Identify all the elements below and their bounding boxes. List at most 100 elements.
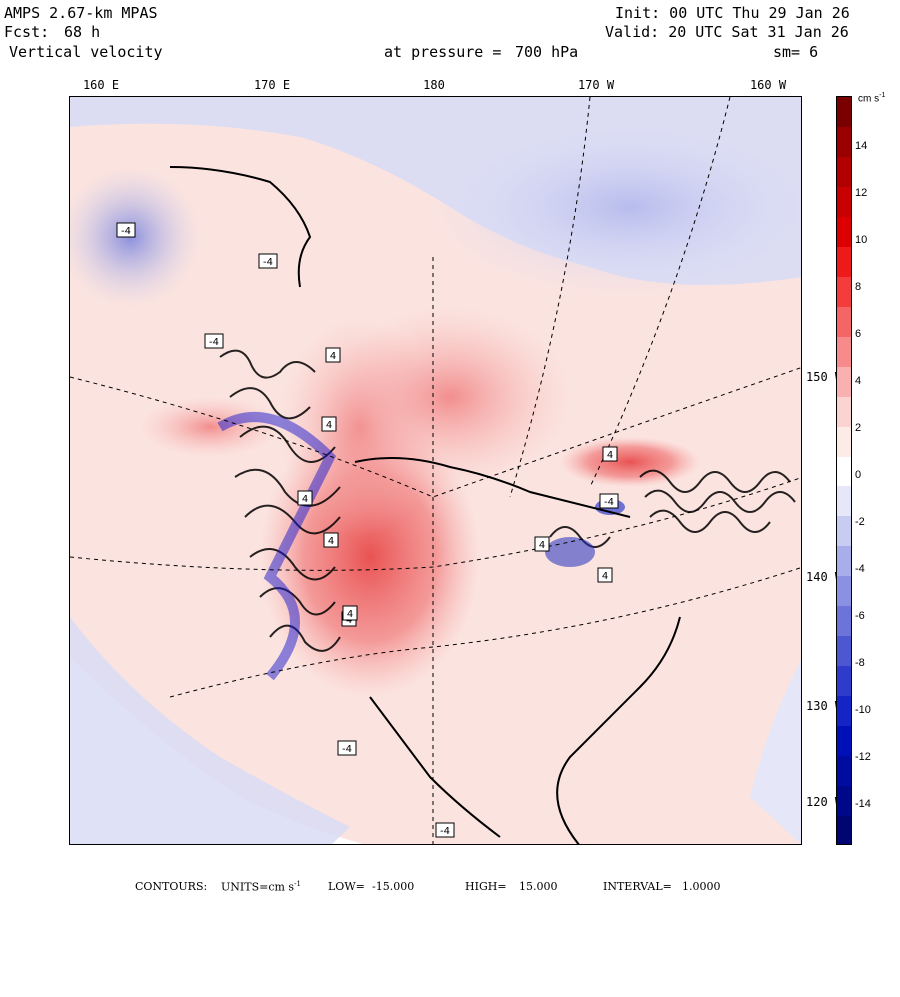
descent-streak-west [217, 412, 337, 681]
colorbar-segment [837, 486, 851, 517]
lon-label-170w: 170 W [577, 78, 615, 92]
colorbar-tick-label: -14 [855, 798, 871, 810]
colorbar [836, 96, 852, 845]
colorbar-tick-label: -8 [855, 657, 865, 669]
svg-text:-4: -4 [604, 497, 614, 508]
contour-label: 4 [323, 532, 339, 548]
contour-label: -4 [599, 493, 619, 509]
colorbar-tick-label: -6 [855, 610, 865, 622]
pressure-label: at pressure = [384, 43, 502, 61]
contour-info: CONTOURS: UNITS=cm s-1 LOW= -15.000 HIGH… [0, 880, 900, 997]
colorbar-tick-label: 14 [855, 140, 868, 152]
colorbar-tick-label: 8 [855, 281, 862, 293]
colorbar-segment [837, 576, 851, 607]
high-value: 15.000 [519, 880, 558, 893]
svg-text:-4: -4 [440, 826, 450, 837]
lon-label-170e: 170 E [253, 78, 291, 92]
coastline-north [169, 166, 312, 288]
high-label: HIGH= [465, 880, 507, 893]
colorbar-tick-label: 12 [855, 187, 868, 199]
colorbar-segment [837, 186, 851, 218]
model-title: AMPS 2.67-km MPAS [4, 4, 158, 22]
blue-band-sw [70, 617, 350, 844]
svg-text:4: 4 [602, 571, 608, 582]
ascent-band-ne [330, 307, 570, 487]
colorbar-segment [837, 126, 851, 158]
svg-text:4: 4 [326, 420, 332, 431]
colorbar-tick-label: -2 [855, 516, 865, 528]
descent-spot-southeast [545, 537, 595, 567]
contour-label: 4 [342, 605, 358, 621]
interval-value: 1.0000 [682, 880, 721, 893]
colorbar-tick-label: 0 [855, 469, 862, 481]
lon-label-180: 180 [423, 78, 445, 92]
map-canvas: 4 4 4 4 4 4 4 4 -4 -4 -4 -4 -4 4 -4 [70, 97, 801, 844]
forecast-label: Fcst: [4, 23, 50, 41]
colorbar-segment [837, 696, 851, 727]
blue-patch-ne [430, 117, 801, 297]
colorbar-segment [837, 336, 851, 368]
colorbar-tick-label: -10 [855, 704, 871, 716]
svg-text:-4: -4 [209, 337, 219, 348]
forecast-hours: 68 h [64, 23, 101, 41]
colorbar-segment [837, 426, 851, 457]
pressure-level: 700 hPa [515, 43, 579, 61]
contour-label: -4 [258, 253, 278, 269]
svg-text:4: 4 [328, 536, 334, 547]
ice-shelf-front [354, 457, 631, 518]
contour-label: 4 [297, 490, 313, 506]
contour-label: 4 [325, 347, 341, 363]
colorbar-segment [837, 786, 851, 817]
contour-label: -4 [204, 333, 224, 349]
ascent-patch-west [140, 397, 280, 457]
colorbar-tick-label: -4 [855, 563, 865, 575]
colorbar-segment [837, 816, 851, 844]
low-value: -15.000 [372, 880, 415, 893]
svg-text:4: 4 [607, 450, 613, 461]
colorbar-segment [837, 636, 851, 667]
colorbar-segment [837, 606, 851, 637]
mountain-wave-contours-east [549, 469, 796, 548]
colorbar-tick-label: -12 [855, 751, 871, 763]
svg-text:-4: -4 [263, 257, 273, 268]
colorbar-tick-label: 4 [855, 375, 862, 387]
svg-text:-4: -4 [342, 744, 352, 755]
contour-label: 4 [602, 446, 618, 462]
field-name: Vertical velocity [9, 43, 163, 61]
colorbar-segment [837, 306, 851, 338]
parallel-mid [70, 477, 801, 571]
svg-text:-4: -4 [121, 226, 131, 237]
colorbar-segment [837, 726, 851, 757]
init-time: Init: 00 UTC Thu 29 Jan 26 [615, 4, 850, 22]
colorbar-segment [837, 276, 851, 308]
colorbar-segment [837, 156, 851, 188]
low-label: LOW= [328, 880, 365, 893]
contours-label: CONTOURS: [135, 880, 208, 893]
contour-label: 4 [321, 416, 337, 432]
meridian-170w [509, 97, 591, 498]
colorbar-segment [837, 216, 851, 248]
colorbar-segment [837, 546, 851, 577]
contour-label: 4 [597, 567, 613, 583]
coastline-south [369, 696, 501, 838]
interval-label: INTERVAL= [603, 880, 672, 893]
colorbar-tick-label: 6 [855, 328, 862, 340]
colorbar-segment [837, 97, 851, 128]
contour-label: -4 [116, 222, 136, 238]
ascent-patch-east [560, 437, 700, 487]
colorbar-segment [837, 366, 851, 398]
colorbar-segment [837, 456, 851, 487]
svg-text:4: 4 [347, 609, 353, 620]
mountain-wave-contours-west [219, 349, 341, 652]
coastline-east [556, 616, 681, 844]
colorbar-segment [837, 246, 851, 278]
svg-text:4: 4 [302, 494, 308, 505]
lon-label-160w: 160 W [749, 78, 787, 92]
colorbar-tick-label: 10 [855, 234, 868, 246]
contour-label: -4 [337, 740, 357, 756]
lon-label-160e: 160 E [82, 78, 120, 92]
colorbar-segment [837, 396, 851, 428]
svg-text:4: 4 [330, 351, 336, 362]
contour-label: -4 [435, 822, 455, 838]
units-label: UNITS=cm s-1 [221, 880, 301, 894]
